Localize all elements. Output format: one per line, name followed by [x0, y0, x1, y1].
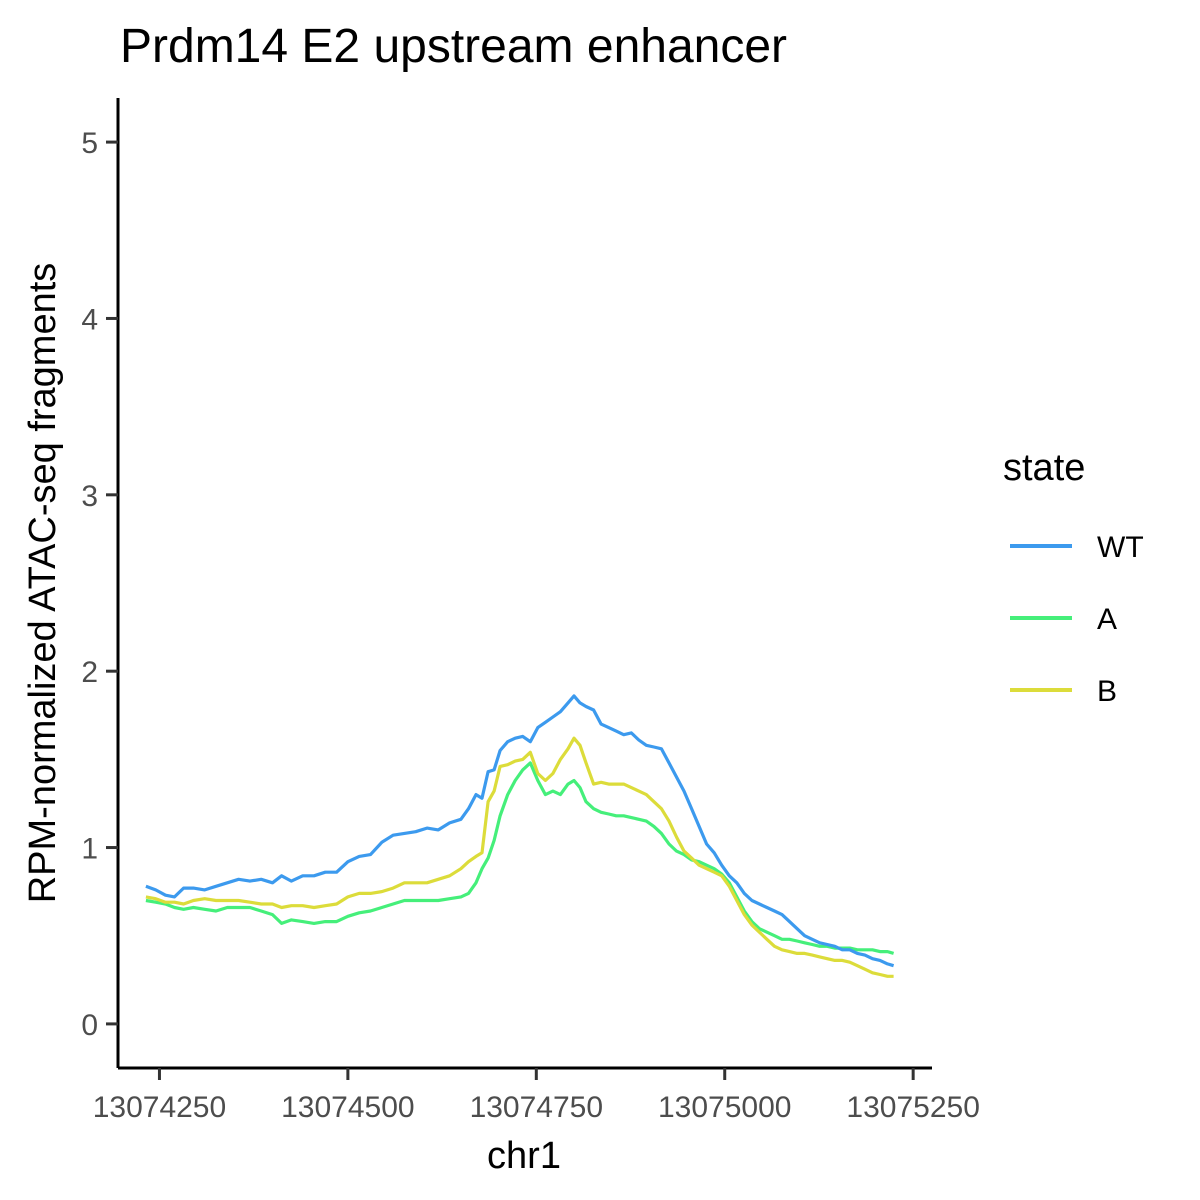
legend-label-b: B [1097, 675, 1117, 708]
y-tick-label: 2 [81, 656, 98, 689]
y-tick-label: 5 [81, 127, 98, 160]
series-layer [145, 694, 895, 978]
x-tick-label: 13074750 [470, 1091, 603, 1124]
x-tick-label: 13074500 [281, 1091, 414, 1124]
x-axis-title: chr1 [487, 1135, 561, 1177]
y-tick-label: 3 [81, 480, 98, 513]
series-line-a [145, 761, 895, 955]
x-axis-ticks: 13074250 13074500 13074750 13075000 13075250 [93, 1068, 980, 1124]
legend-label-wt: WT [1097, 531, 1144, 564]
x-tick-label: 13074250 [93, 1091, 226, 1124]
y-tick-label: 0 [81, 1009, 98, 1042]
legend: state WT A B [1003, 447, 1144, 708]
x-tick-label: 13075000 [658, 1091, 791, 1124]
y-tick-label: 4 [81, 303, 98, 336]
y-tick-label: 1 [81, 833, 98, 866]
chart-title: Prdm14 E2 upstream enhancer [120, 20, 787, 73]
y-axis-title: RPM-normalized ATAC-seq fragments [22, 263, 64, 904]
series-line-b [145, 736, 894, 978]
legend-label-a: A [1097, 603, 1117, 636]
y-axis-ticks: 0 1 2 3 4 5 [81, 127, 118, 1042]
legend-items: WT A B [1010, 531, 1144, 708]
series-line-wt [145, 694, 895, 968]
x-tick-label: 13075250 [846, 1091, 979, 1124]
legend-title: state [1003, 447, 1085, 489]
